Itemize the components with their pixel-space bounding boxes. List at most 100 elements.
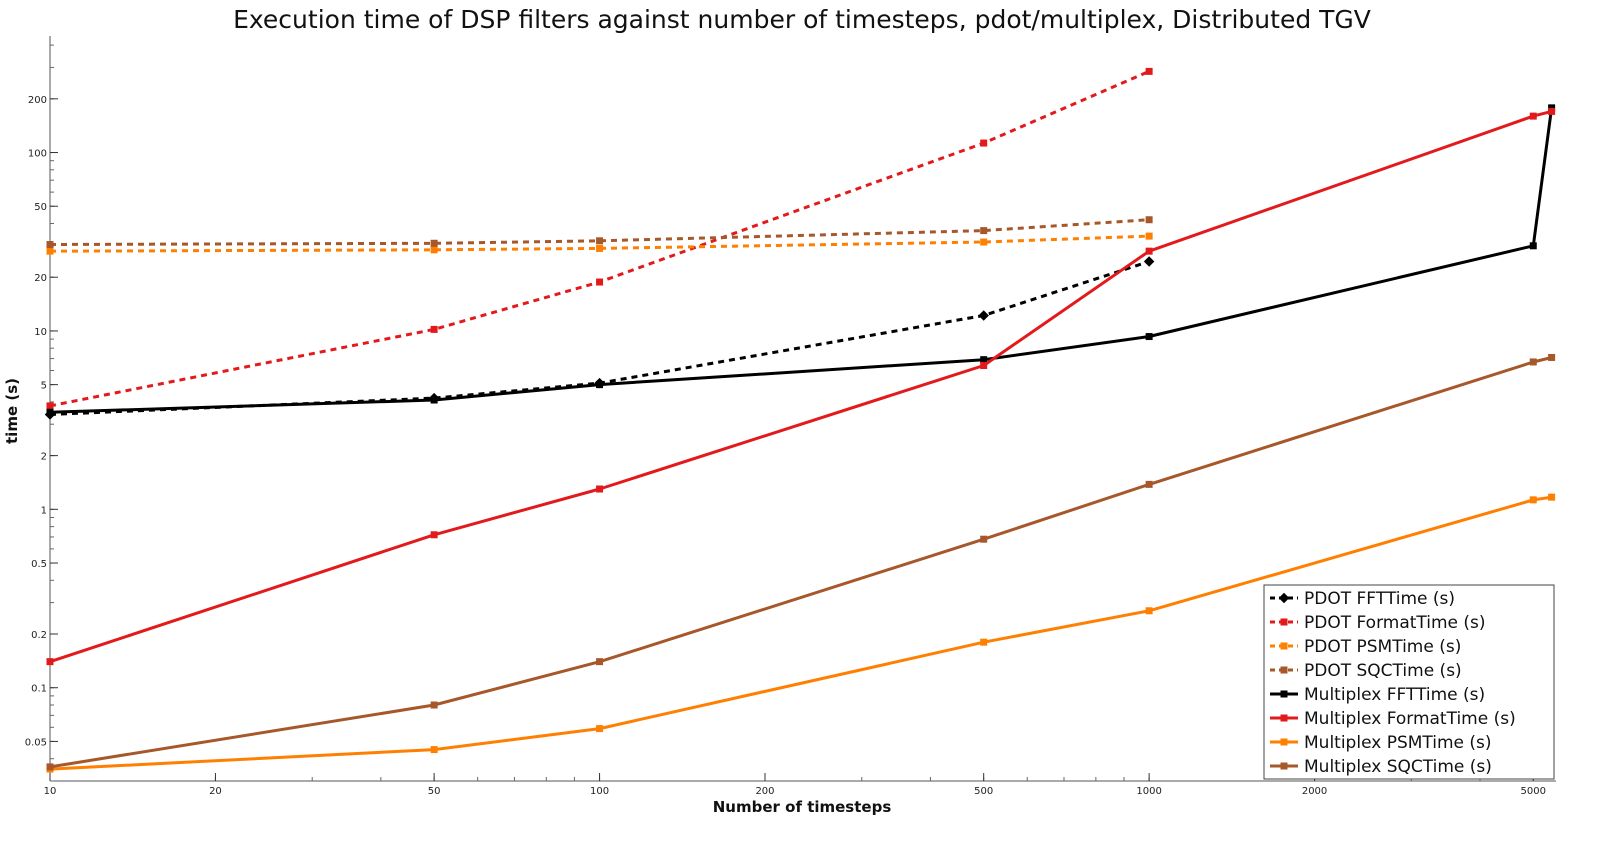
x-axis-label: Number of timesteps bbox=[713, 798, 892, 816]
data-point bbox=[430, 396, 438, 404]
legend-label: PDOT PSMTime (s) bbox=[1304, 637, 1461, 657]
legend-item: Multiplex PSMTime (s) bbox=[1270, 733, 1492, 753]
data-point bbox=[596, 278, 604, 286]
y-tick-label: 10 bbox=[34, 327, 47, 338]
data-point bbox=[46, 658, 54, 666]
legend-label: PDOT FormatTime (s) bbox=[1304, 613, 1486, 633]
data-point bbox=[1280, 690, 1288, 698]
legend-item: PDOT SQCTime (s) bbox=[1270, 661, 1462, 681]
data-point bbox=[1529, 242, 1537, 250]
data-point bbox=[1143, 256, 1155, 267]
y-tick-label: 200 bbox=[28, 95, 47, 106]
data-point bbox=[430, 701, 438, 709]
data-point bbox=[1548, 353, 1556, 361]
data-point bbox=[430, 325, 438, 333]
y-tick-label: 0.1 bbox=[31, 684, 47, 695]
chart-title: Execution time of DSP filters against nu… bbox=[233, 5, 1371, 34]
data-point bbox=[1548, 493, 1556, 501]
series bbox=[46, 104, 1556, 416]
data-point bbox=[596, 658, 604, 666]
legend-label: Multiplex SQCTime (s) bbox=[1304, 757, 1492, 777]
data-point bbox=[46, 241, 54, 249]
data-point bbox=[1278, 592, 1290, 604]
data-point bbox=[1145, 67, 1153, 75]
y-axis-label: time (s) bbox=[3, 378, 21, 444]
data-point bbox=[1145, 216, 1153, 224]
data-point bbox=[1145, 333, 1153, 341]
legend-item: PDOT FormatTime (s) bbox=[1270, 613, 1486, 633]
y-tick-label: 50 bbox=[34, 202, 47, 213]
data-point bbox=[596, 485, 604, 493]
x-tick-label: 5000 bbox=[1521, 786, 1546, 797]
data-point bbox=[430, 746, 438, 754]
series bbox=[46, 232, 1153, 255]
data-point bbox=[1145, 480, 1153, 488]
data-point bbox=[1280, 642, 1288, 650]
series-line bbox=[49, 234, 1150, 253]
legend-box bbox=[1263, 584, 1555, 780]
data-point bbox=[1145, 232, 1153, 240]
legend-label: Multiplex FFTTime (s) bbox=[1304, 685, 1485, 705]
data-point bbox=[46, 408, 54, 416]
x-tick-label: 200 bbox=[755, 786, 774, 797]
data-point bbox=[980, 227, 988, 235]
y-tick-label: 1 bbox=[41, 505, 47, 516]
x-axis: 10 20 50 100 200 500 1000 2000 5000 bbox=[44, 773, 1546, 797]
series-line bbox=[49, 109, 1552, 664]
series-layer bbox=[44, 67, 1556, 773]
data-point bbox=[1280, 714, 1288, 722]
y-axis: 0.05 0.1 0.2 0.5 1 2 5 10 20 50 100 200 bbox=[25, 95, 58, 748]
legend-label: PDOT SQCTime (s) bbox=[1304, 661, 1462, 681]
data-point bbox=[46, 763, 54, 771]
x-tick-label: 500 bbox=[974, 786, 993, 797]
data-point bbox=[1548, 107, 1556, 115]
x-tick-label: 50 bbox=[428, 786, 441, 797]
data-point bbox=[980, 238, 988, 246]
legend-label: Multiplex FormatTime (s) bbox=[1304, 709, 1516, 729]
legend-item: Multiplex FFTTime (s) bbox=[1270, 685, 1485, 705]
data-point bbox=[980, 362, 988, 370]
series-line bbox=[49, 107, 1554, 414]
data-point bbox=[430, 246, 438, 254]
series bbox=[46, 107, 1556, 666]
y-tick-label: 0.5 bbox=[31, 559, 47, 570]
data-point bbox=[1529, 496, 1537, 504]
data-point bbox=[978, 310, 989, 321]
y-tick-label: 100 bbox=[28, 149, 47, 160]
data-point bbox=[1280, 666, 1288, 674]
y-tick-label: 5 bbox=[41, 381, 47, 392]
legend: PDOT FFTTime (s) PDOT FormatTime (s) PDOT … bbox=[1263, 584, 1555, 780]
data-point bbox=[1280, 762, 1288, 770]
legend-item: PDOT PSMTime (s) bbox=[1270, 637, 1461, 657]
data-point bbox=[596, 381, 604, 389]
x-tick-label: 1000 bbox=[1136, 786, 1161, 797]
data-point bbox=[46, 247, 54, 255]
data-point bbox=[1548, 104, 1556, 112]
x-tick-label: 2000 bbox=[1302, 786, 1327, 797]
data-point bbox=[596, 725, 604, 733]
series-line bbox=[49, 218, 1150, 246]
series bbox=[46, 216, 1153, 249]
legend-label: PDOT FFTTime (s) bbox=[1304, 589, 1455, 609]
x-tick-label: 10 bbox=[44, 786, 57, 797]
legend-label: Multiplex PSMTime (s) bbox=[1304, 733, 1492, 753]
legend-item: Multiplex SQCTime (s) bbox=[1270, 757, 1492, 777]
series bbox=[46, 67, 1153, 410]
data-point bbox=[430, 239, 438, 247]
series bbox=[46, 353, 1556, 771]
data-point bbox=[1145, 607, 1153, 615]
legend-item: Multiplex FormatTime (s) bbox=[1270, 709, 1516, 729]
x-tick-label: 100 bbox=[590, 786, 609, 797]
y-tick-label: 0.2 bbox=[31, 630, 47, 641]
data-point bbox=[596, 237, 604, 245]
data-point bbox=[1145, 247, 1153, 255]
data-point bbox=[46, 402, 54, 410]
data-point bbox=[980, 139, 988, 147]
data-point bbox=[1529, 112, 1537, 120]
y-tick-label: 2 bbox=[41, 452, 47, 463]
data-point bbox=[980, 356, 988, 364]
y-tick-label: 20 bbox=[34, 273, 47, 284]
data-point bbox=[1280, 618, 1288, 626]
